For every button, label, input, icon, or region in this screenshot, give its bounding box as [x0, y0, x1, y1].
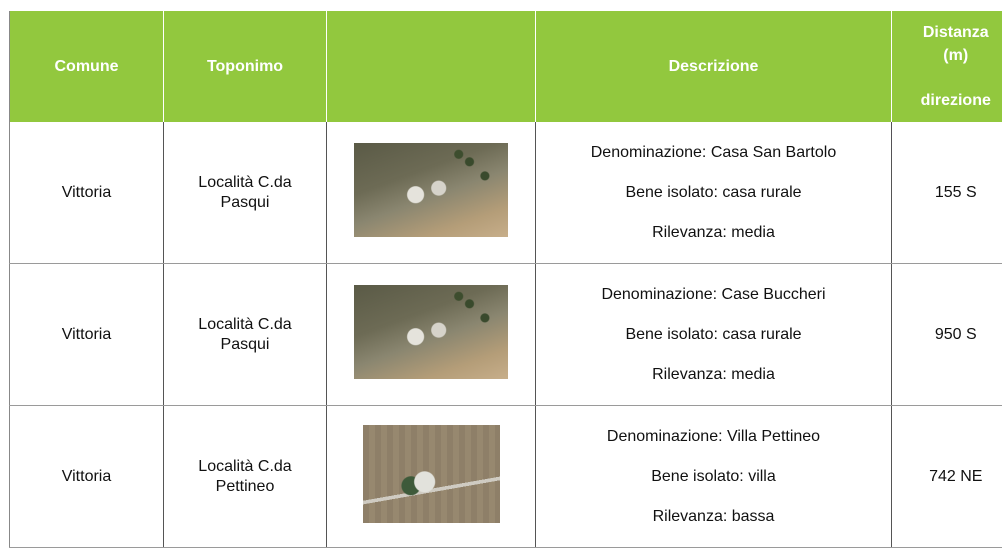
toponimo-cell: Località C.da Pasqui — [163, 122, 327, 264]
table-body: Vittoria Località C.da Pasqui Denominazion… — [9, 122, 1002, 548]
aerial-photo — [362, 425, 500, 523]
distanza-cell: 742 NE — [891, 405, 1002, 548]
photo-cell — [326, 405, 536, 548]
descrizione-line: Denominazione: Case Buccheri — [601, 285, 826, 303]
aerial-photo — [354, 285, 508, 379]
descrizione-line: Rilevanza: media — [652, 223, 775, 241]
table-row: Vittoria Località C.da Pettineo Denominazi… — [9, 405, 1002, 548]
table-row: Vittoria Località C.da Pasqui Denominazion… — [9, 122, 1002, 264]
header-cell: Distanza (m) direzione — [891, 11, 1002, 122]
distanza-cell: 950 S — [891, 263, 1002, 406]
toponimo-text: Località C.da Pasqui — [198, 173, 292, 211]
toponimo-cell: Località C.da Pasqui — [163, 263, 327, 406]
descrizione-line: Rilevanza: media — [652, 365, 775, 383]
header-row: Comune Toponimo Descrizione Distanza (m) dire… — [9, 11, 1002, 122]
descrizione-cell: Denominazione: Casa San Bartolo Bene isol… — [535, 122, 892, 264]
descrizione-line: Bene isolato: casa rurale — [625, 325, 802, 343]
table-row: Vittoria Località C.da Pasqui Denominazion… — [9, 263, 1002, 406]
descrizione-line: Denominazione: Casa San Bartolo — [590, 143, 837, 161]
distanza-cell: 155 S — [891, 122, 1002, 264]
aerial-photo — [354, 143, 508, 237]
header-cell: Toponimo — [163, 11, 327, 122]
descrizione-cell: Denominazione: Villa Pettineo Bene isolat… — [535, 405, 892, 548]
comune-cell: Vittoria — [9, 405, 164, 548]
toponimo-cell: Località C.da Pettineo — [163, 405, 327, 548]
photo-cell — [326, 122, 536, 264]
descrizione-line: Rilevanza: bassa — [652, 507, 775, 525]
header-cell: Descrizione — [535, 11, 892, 122]
descrizione-line: Denominazione: Villa Pettineo — [606, 427, 821, 445]
header-line: (m) — [943, 47, 969, 64]
header-cell — [326, 11, 536, 122]
heritage-table: Comune Toponimo Descrizione Distanza (m) dire… — [9, 11, 1002, 548]
photo-cell — [326, 263, 536, 406]
toponimo-text: Località C.da Pasqui — [198, 315, 292, 353]
descrizione-cell: Denominazione: Case Buccheri Bene isolato… — [535, 263, 892, 406]
comune-cell: Vittoria — [9, 263, 164, 406]
comune-cell: Vittoria — [9, 122, 164, 264]
table-header: Comune Toponimo Descrizione Distanza (m) dire… — [9, 11, 1002, 122]
descrizione-line: Bene isolato: villa — [651, 467, 776, 485]
descrizione-line: Bene isolato: casa rurale — [625, 183, 802, 201]
header-line: Distanza — [922, 24, 989, 41]
header-cell: Comune — [9, 11, 164, 122]
toponimo-text: Località C.da Pettineo — [198, 457, 292, 495]
header-line: direzione — [920, 92, 991, 109]
